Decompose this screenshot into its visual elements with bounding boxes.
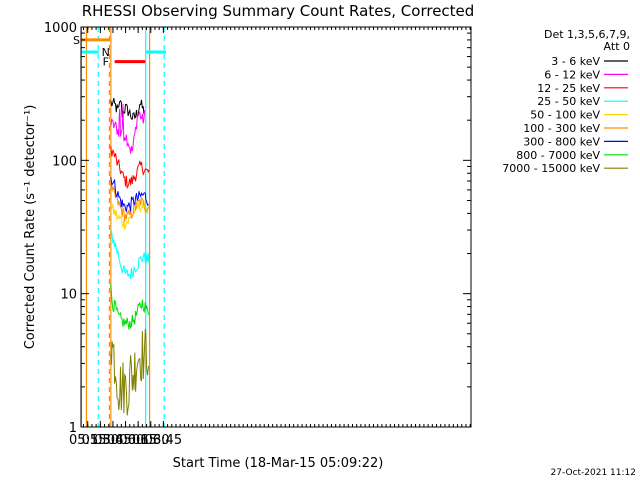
legend-header: Det 1,3,5,6,7,9, xyxy=(544,28,630,41)
legend-label: 7000 - 15000 keV xyxy=(502,162,600,175)
legend-label: 100 - 300 keV xyxy=(523,122,600,135)
x-axis-label: Start Time (18-Mar-15 05:09:22) xyxy=(173,456,384,471)
plot-frame xyxy=(80,26,472,428)
legend-label: 6 - 12 keV xyxy=(544,68,600,81)
legend-label: 300 - 800 keV xyxy=(523,135,600,148)
state-bar-label: S xyxy=(73,34,80,47)
y-tick-label: 1 xyxy=(69,421,77,436)
legend-label: 3 - 6 keV xyxy=(551,55,600,68)
timestamp: 27-Oct-2021 11:12 xyxy=(551,468,636,478)
x-tick-label: 05:15 xyxy=(69,433,106,448)
series-line-6 xyxy=(110,177,149,212)
series-line-3 xyxy=(110,228,150,280)
x-tick-label: 06:00 xyxy=(107,433,144,448)
plot-area: S NF xyxy=(73,27,166,427)
state-bar-label: N xyxy=(102,46,110,59)
y-tick-label: 10 xyxy=(60,288,77,303)
x-tick-label: 05:45 xyxy=(94,433,131,448)
series-line-0 xyxy=(110,97,145,120)
series-line-8 xyxy=(110,328,149,416)
legend-label: 12 - 25 keV xyxy=(537,82,600,95)
series-line-1 xyxy=(110,103,146,154)
legend-label: 800 - 7000 keV xyxy=(516,149,600,162)
series-line-7 xyxy=(110,283,149,330)
series-line-4 xyxy=(110,200,149,231)
chart-title: RHESSI Observing Summary Count Rates, Co… xyxy=(82,2,475,20)
y-tick-label: 100 xyxy=(52,154,77,169)
series-line-5 xyxy=(110,185,149,222)
state-bar-label: F xyxy=(103,56,109,69)
y-tick-label: 1000 xyxy=(44,21,77,36)
x-tick-label: 06:15 xyxy=(119,433,156,448)
legend-header: Att 0 xyxy=(604,40,630,53)
legend-label: 50 - 100 keV xyxy=(530,109,600,122)
y-axis-label: Corrected Count Rate (s⁻¹ detector⁻¹) xyxy=(23,105,38,350)
x-tick-label: 05:30 xyxy=(82,433,119,448)
legend-label: 25 - 50 keV xyxy=(537,95,600,108)
x-tick-label: 06:30 xyxy=(132,433,169,448)
x-tick-label: 06:45 xyxy=(145,433,182,448)
series-line-2 xyxy=(110,145,150,190)
